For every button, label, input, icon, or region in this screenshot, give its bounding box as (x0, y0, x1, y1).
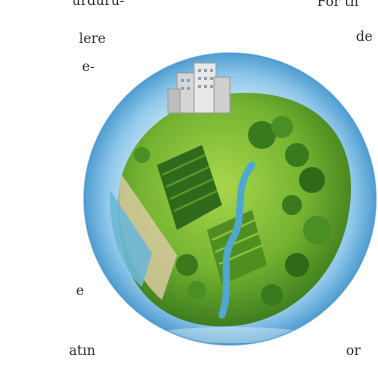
lighthouse (104, 281, 110, 295)
globe-illustration (82, 15, 378, 377)
text-fragment-left-2: lere (79, 31, 106, 47)
text-fragment-right-2: de (356, 29, 373, 45)
text-fragment-left-1: urduru- (72, 0, 125, 9)
text-fragment-left-5: atın (69, 343, 96, 359)
field-dark (157, 145, 222, 230)
river (218, 161, 256, 319)
buildings (167, 62, 231, 114)
text-fragment-left-4: e (76, 283, 84, 299)
text-fragment-right-1: For th (317, 0, 359, 10)
field-light (207, 210, 267, 285)
text-fragment-right-3: or (346, 343, 361, 359)
text-fragment-left-3: e- (82, 59, 95, 75)
tree-clusters (134, 116, 331, 306)
